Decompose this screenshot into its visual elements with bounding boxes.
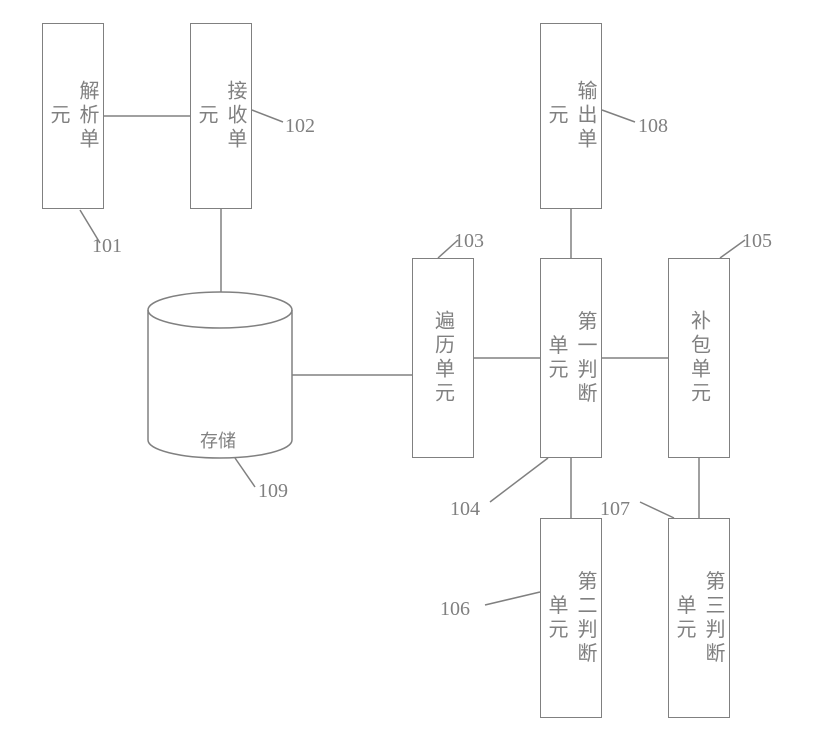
num-label-receive: 102: [285, 115, 315, 138]
storage-label: 存储: [200, 427, 236, 453]
num-label-traverse: 103: [454, 230, 484, 253]
box-label-supply: 补包单元: [685, 310, 714, 406]
box-judge3: 第三判断单元: [668, 518, 730, 718]
box-traverse: 遍历单元: [412, 258, 474, 458]
box-label-receive: 接收单元: [192, 70, 250, 162]
box-label-output: 输出单元: [542, 70, 600, 162]
box-receive: 接收单元: [190, 23, 252, 209]
num-label-judge3: 107: [600, 498, 630, 521]
box-supply: 补包单元: [668, 258, 730, 458]
box-label-judge1: 第一判断单元: [542, 309, 600, 408]
num-label-judge1: 104: [450, 498, 480, 521]
box-label-judge2: 第二判断单元: [542, 569, 600, 668]
box-label-parse: 解析单元: [44, 70, 102, 162]
num-label-output: 108: [638, 115, 668, 138]
box-judge2: 第二判断单元: [540, 518, 602, 718]
box-parse: 解析单元: [42, 23, 104, 209]
num-label-judge2: 106: [440, 598, 470, 621]
box-label-traverse: 遍历单元: [429, 310, 458, 406]
num-label-storage: 109: [258, 480, 288, 503]
num-label-supply: 105: [742, 230, 772, 253]
box-label-judge3: 第三判断单元: [670, 569, 728, 668]
num-label-parse: 101: [92, 235, 122, 258]
box-judge1: 第一判断单元: [540, 258, 602, 458]
box-output: 输出单元: [540, 23, 602, 209]
